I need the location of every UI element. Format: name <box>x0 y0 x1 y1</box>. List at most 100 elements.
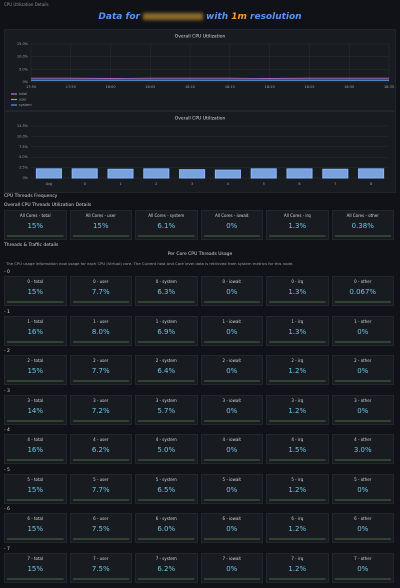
stat-tile: 3 - other 0% <box>331 394 394 425</box>
stat-label: All Cores - irq <box>283 213 311 218</box>
stat-label: 2 - total <box>27 358 44 363</box>
sparkline <box>7 380 64 382</box>
chart-title: Overall CPU Utilization <box>175 34 226 40</box>
banner-middle: with <box>206 12 229 22</box>
sparkline <box>269 341 326 342</box>
row-header[interactable]: CPU Threads Frequency <box>4 194 58 199</box>
x-tick-label: 18:10 <box>185 85 195 89</box>
stat-value: 15% <box>27 367 44 375</box>
stat-tile: 6 - system 6.0% <box>135 513 198 543</box>
stat-value: 1.3% <box>288 327 307 336</box>
stat-label: 4 - iowait <box>222 437 242 442</box>
stat-value: 7.7% <box>91 485 110 494</box>
stat-value: 0% <box>357 406 369 415</box>
stat-value: 0% <box>226 327 238 336</box>
x-tick-label: 18:05 <box>145 85 155 89</box>
sparkline <box>138 235 195 237</box>
panel-description: The CPU usage information now usage for … <box>6 261 294 266</box>
dashboard-header: CPU Utilization Details <box>4 2 49 7</box>
stat-label: 5 - system <box>155 476 177 482</box>
stat-label: 7 - user <box>93 555 109 561</box>
stat-tile: 3 - total 14% <box>4 394 67 425</box>
stat-value: 1.3% <box>288 288 307 296</box>
stat-label: 1 - user <box>93 318 109 324</box>
stat-value: 0.38% <box>351 222 374 230</box>
stat-tile: 5 - other 0% <box>331 473 394 504</box>
stat-value: 0% <box>226 367 238 375</box>
group-label: - 7 <box>4 546 10 552</box>
y-tick-label: 2.5% <box>19 166 29 170</box>
stat-tile: 7 - iowait 0% <box>200 552 263 583</box>
group-label: - 3 <box>4 388 10 394</box>
x-tick-label: 18:35 <box>384 85 394 89</box>
sparkline <box>138 301 195 303</box>
x-tick-label: 4 <box>227 182 230 186</box>
stat-tile: 5 - irq 1.2% <box>266 473 329 504</box>
sparkline <box>334 235 391 237</box>
stat-label: 6 - iowait <box>222 516 242 521</box>
sparkline <box>7 459 64 461</box>
bar <box>214 169 241 179</box>
stat-tile: 3 - system 5.7% <box>135 394 198 425</box>
stat-tile: 6 - other 0% <box>331 513 394 543</box>
stat-tile: 6 - total 15% <box>4 513 67 543</box>
stat-value: 3.0% <box>353 446 372 454</box>
stat-tile: All Cores - irq 1.3% <box>266 210 329 240</box>
y-tick-label: 0% <box>22 176 28 180</box>
stat-tile: All Cores - other 0.38% <box>331 210 394 240</box>
stat-tile: 0 - total 15% <box>4 276 67 306</box>
stat-tile: All Cores - system 6.1% <box>135 210 198 240</box>
redacted-host <box>143 13 203 20</box>
stat-tile: 5 - system 6.5% <box>135 473 198 504</box>
stat-label: 6 - other <box>354 516 372 521</box>
stat-tile: 6 - iowait 0% <box>200 513 263 543</box>
sparkline <box>203 578 260 579</box>
stat-tile: 7 - irq 1.2% <box>266 552 329 583</box>
sparkline <box>138 459 195 461</box>
chart-title: Overall CPU Utilization <box>175 116 226 122</box>
stat-value: 16% <box>27 327 44 336</box>
legend-label: system <box>19 103 32 107</box>
bar <box>71 168 98 179</box>
x-tick-label: 1 <box>119 182 121 186</box>
stat-label: 0 - iowait <box>222 279 242 284</box>
stat-tile: 7 - other 0% <box>331 552 394 583</box>
sparkline <box>269 578 326 579</box>
stat-value: 7.2% <box>91 406 110 415</box>
section-title: Overall CPU Threads Utilization Details <box>4 203 92 208</box>
group-label: - 0 <box>4 270 10 275</box>
stat-value: 1.2% <box>288 525 307 533</box>
x-tick-label: 18:25 <box>304 85 314 89</box>
group-label: - 1 <box>4 309 10 315</box>
sparkline <box>72 499 129 500</box>
stat-value: 1.2% <box>288 564 307 573</box>
sparkline <box>269 420 326 421</box>
bar <box>250 168 277 179</box>
sparkline <box>269 459 326 461</box>
stat-value: 1.2% <box>288 367 307 375</box>
y-tick-label: 0% <box>22 80 28 84</box>
sparkline <box>138 380 195 382</box>
bar <box>179 169 206 179</box>
stat-value: 6.1% <box>157 222 176 230</box>
banner-prefix: Data for <box>98 12 140 22</box>
panel-title: Per Core CPU Threads Usage <box>167 252 233 257</box>
sparkline <box>203 380 260 382</box>
sparkline <box>138 420 195 421</box>
stat-label: 1 - total <box>27 318 44 324</box>
stat-tile: 2 - other 0% <box>331 355 394 385</box>
group-label: - 6 <box>4 507 10 512</box>
stat-tile: 4 - system 5.0% <box>135 434 198 464</box>
stat-label: 5 - total <box>27 476 44 482</box>
row-header[interactable]: Threads & Traffic details <box>4 243 59 248</box>
banner-suffix: resolution <box>250 12 302 22</box>
stat-value: 5.7% <box>157 406 176 415</box>
stat-tile: 7 - system 6.2% <box>135 552 198 583</box>
x-tick-label: 18:20 <box>265 85 275 89</box>
x-tick-label: 0 <box>84 182 86 186</box>
stat-tile: All Cores - user 15% <box>69 210 132 240</box>
y-tick-label: 7.5% <box>19 145 29 149</box>
sparkline <box>269 380 326 382</box>
sparkline <box>334 499 391 500</box>
stat-label: 0 - other <box>354 279 372 284</box>
